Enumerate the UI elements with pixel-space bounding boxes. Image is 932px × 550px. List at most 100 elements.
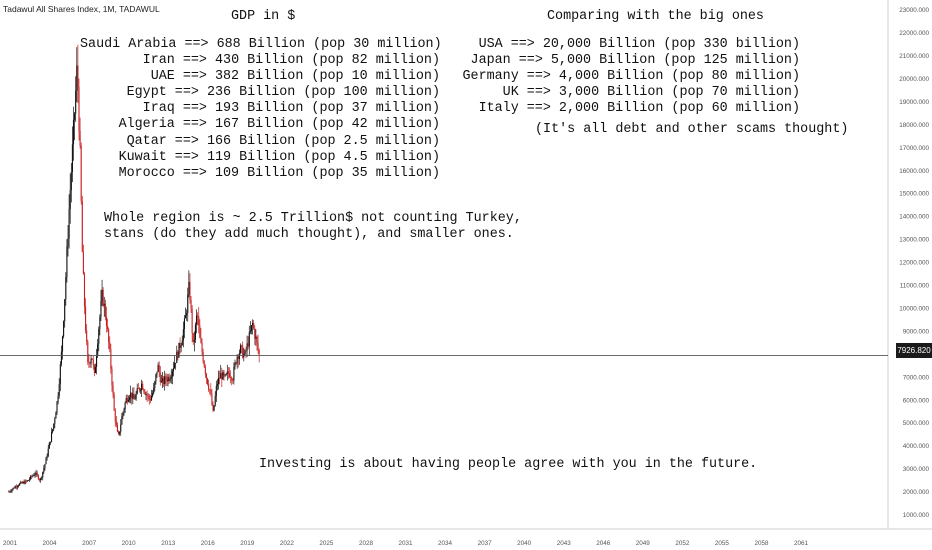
candle	[111, 365, 113, 392]
candle	[153, 382, 155, 395]
y-tick-label: 6000.000	[903, 397, 930, 404]
candle-body	[87, 341, 89, 362]
gdp-row: Iran ==> 430 Billion (pop 82 million)	[142, 53, 440, 69]
candle-body	[67, 238, 69, 247]
candle-body	[37, 475, 39, 480]
candle-body	[172, 368, 175, 372]
candle-body	[223, 372, 225, 376]
candle-body	[68, 209, 70, 239]
candle	[163, 375, 165, 387]
candle	[174, 355, 176, 369]
compare-row: Germany ==> 4,000 Billion (pop 80 millio…	[462, 69, 801, 85]
candle	[133, 387, 135, 400]
candle-body	[185, 315, 187, 319]
candle-body	[213, 405, 215, 411]
candle-body	[49, 441, 51, 443]
candle-body	[146, 394, 148, 396]
candle	[88, 354, 90, 368]
candle-body	[230, 376, 232, 378]
candle	[132, 387, 134, 404]
candle	[128, 395, 131, 403]
candle-body	[55, 412, 57, 419]
region-note-line-1: Whole region is ~ 2.5 Trillion$ not coun…	[104, 211, 522, 226]
candle	[156, 371, 158, 378]
candle-body	[199, 325, 201, 338]
candle-body	[79, 130, 81, 146]
candle	[186, 309, 188, 321]
candle-body	[214, 395, 216, 406]
candle	[242, 341, 244, 359]
candle	[160, 374, 162, 383]
candle-body	[163, 378, 165, 384]
candle	[168, 373, 170, 384]
gdp-row: UAE ==> 382 Billion (pop 10 million)	[150, 69, 440, 85]
candle-body	[191, 308, 193, 333]
x-tick-label: 2001	[3, 540, 18, 547]
candle-body	[190, 300, 192, 309]
candle	[11, 488, 13, 493]
candle	[180, 342, 182, 353]
candle-body	[238, 353, 240, 359]
candle	[217, 370, 220, 390]
candle-body	[170, 376, 172, 379]
candle	[233, 362, 235, 385]
candle-body	[228, 373, 231, 377]
candle-body	[83, 274, 86, 307]
candle-body	[82, 252, 84, 275]
candle	[37, 474, 39, 481]
y-tick-label: 5000.000	[903, 420, 930, 427]
x-tick-label: 2013	[161, 540, 176, 547]
candle	[220, 364, 222, 379]
compare-row: Japan ==> 5,000 Billion (pop 125 million…	[470, 53, 800, 69]
candle-body	[187, 294, 189, 314]
candle-body	[134, 398, 136, 400]
y-tick-label: 9000.000	[903, 328, 930, 335]
x-tick-label: 2031	[398, 540, 413, 547]
y-tick-label: 18000.000	[899, 122, 929, 129]
y-tick-label: 11000.000	[900, 283, 930, 290]
candle-body	[131, 392, 133, 399]
x-tick-label: 2022	[280, 540, 295, 547]
candle	[125, 394, 127, 404]
candle	[206, 377, 209, 386]
candle-body	[133, 393, 135, 400]
candle-body	[155, 374, 157, 382]
candle-body	[15, 486, 17, 488]
chart-header: Tadawul All Shares Index, 1M, TADAWUL	[3, 4, 160, 14]
candle	[254, 325, 256, 345]
candle	[105, 306, 108, 333]
candle-body	[90, 358, 92, 364]
candle	[123, 407, 125, 416]
candle	[31, 474, 33, 480]
candle-body	[205, 373, 207, 379]
candle-body	[98, 328, 100, 345]
candle	[56, 400, 58, 415]
candle	[209, 388, 211, 395]
candle-body	[246, 343, 248, 351]
candle-body	[258, 350, 260, 355]
candle-body	[159, 372, 161, 383]
candle-body	[242, 345, 244, 358]
candle	[55, 411, 57, 419]
candle	[161, 371, 164, 389]
candle	[90, 354, 92, 368]
candle	[63, 320, 65, 339]
candle	[197, 312, 199, 326]
candle-body	[197, 315, 199, 317]
candle-body	[217, 377, 220, 385]
candle	[164, 370, 166, 391]
candle	[170, 368, 172, 384]
candle-body	[221, 373, 223, 380]
candle-body	[24, 480, 26, 484]
candle-body	[59, 364, 61, 385]
candle	[224, 373, 226, 378]
candle	[60, 345, 62, 367]
x-tick-label: 2043	[557, 540, 572, 547]
candle-body	[16, 486, 19, 488]
candle-body	[136, 388, 138, 394]
candle	[8, 490, 10, 493]
candle	[23, 479, 25, 485]
candle	[191, 304, 193, 343]
candle	[216, 378, 218, 391]
